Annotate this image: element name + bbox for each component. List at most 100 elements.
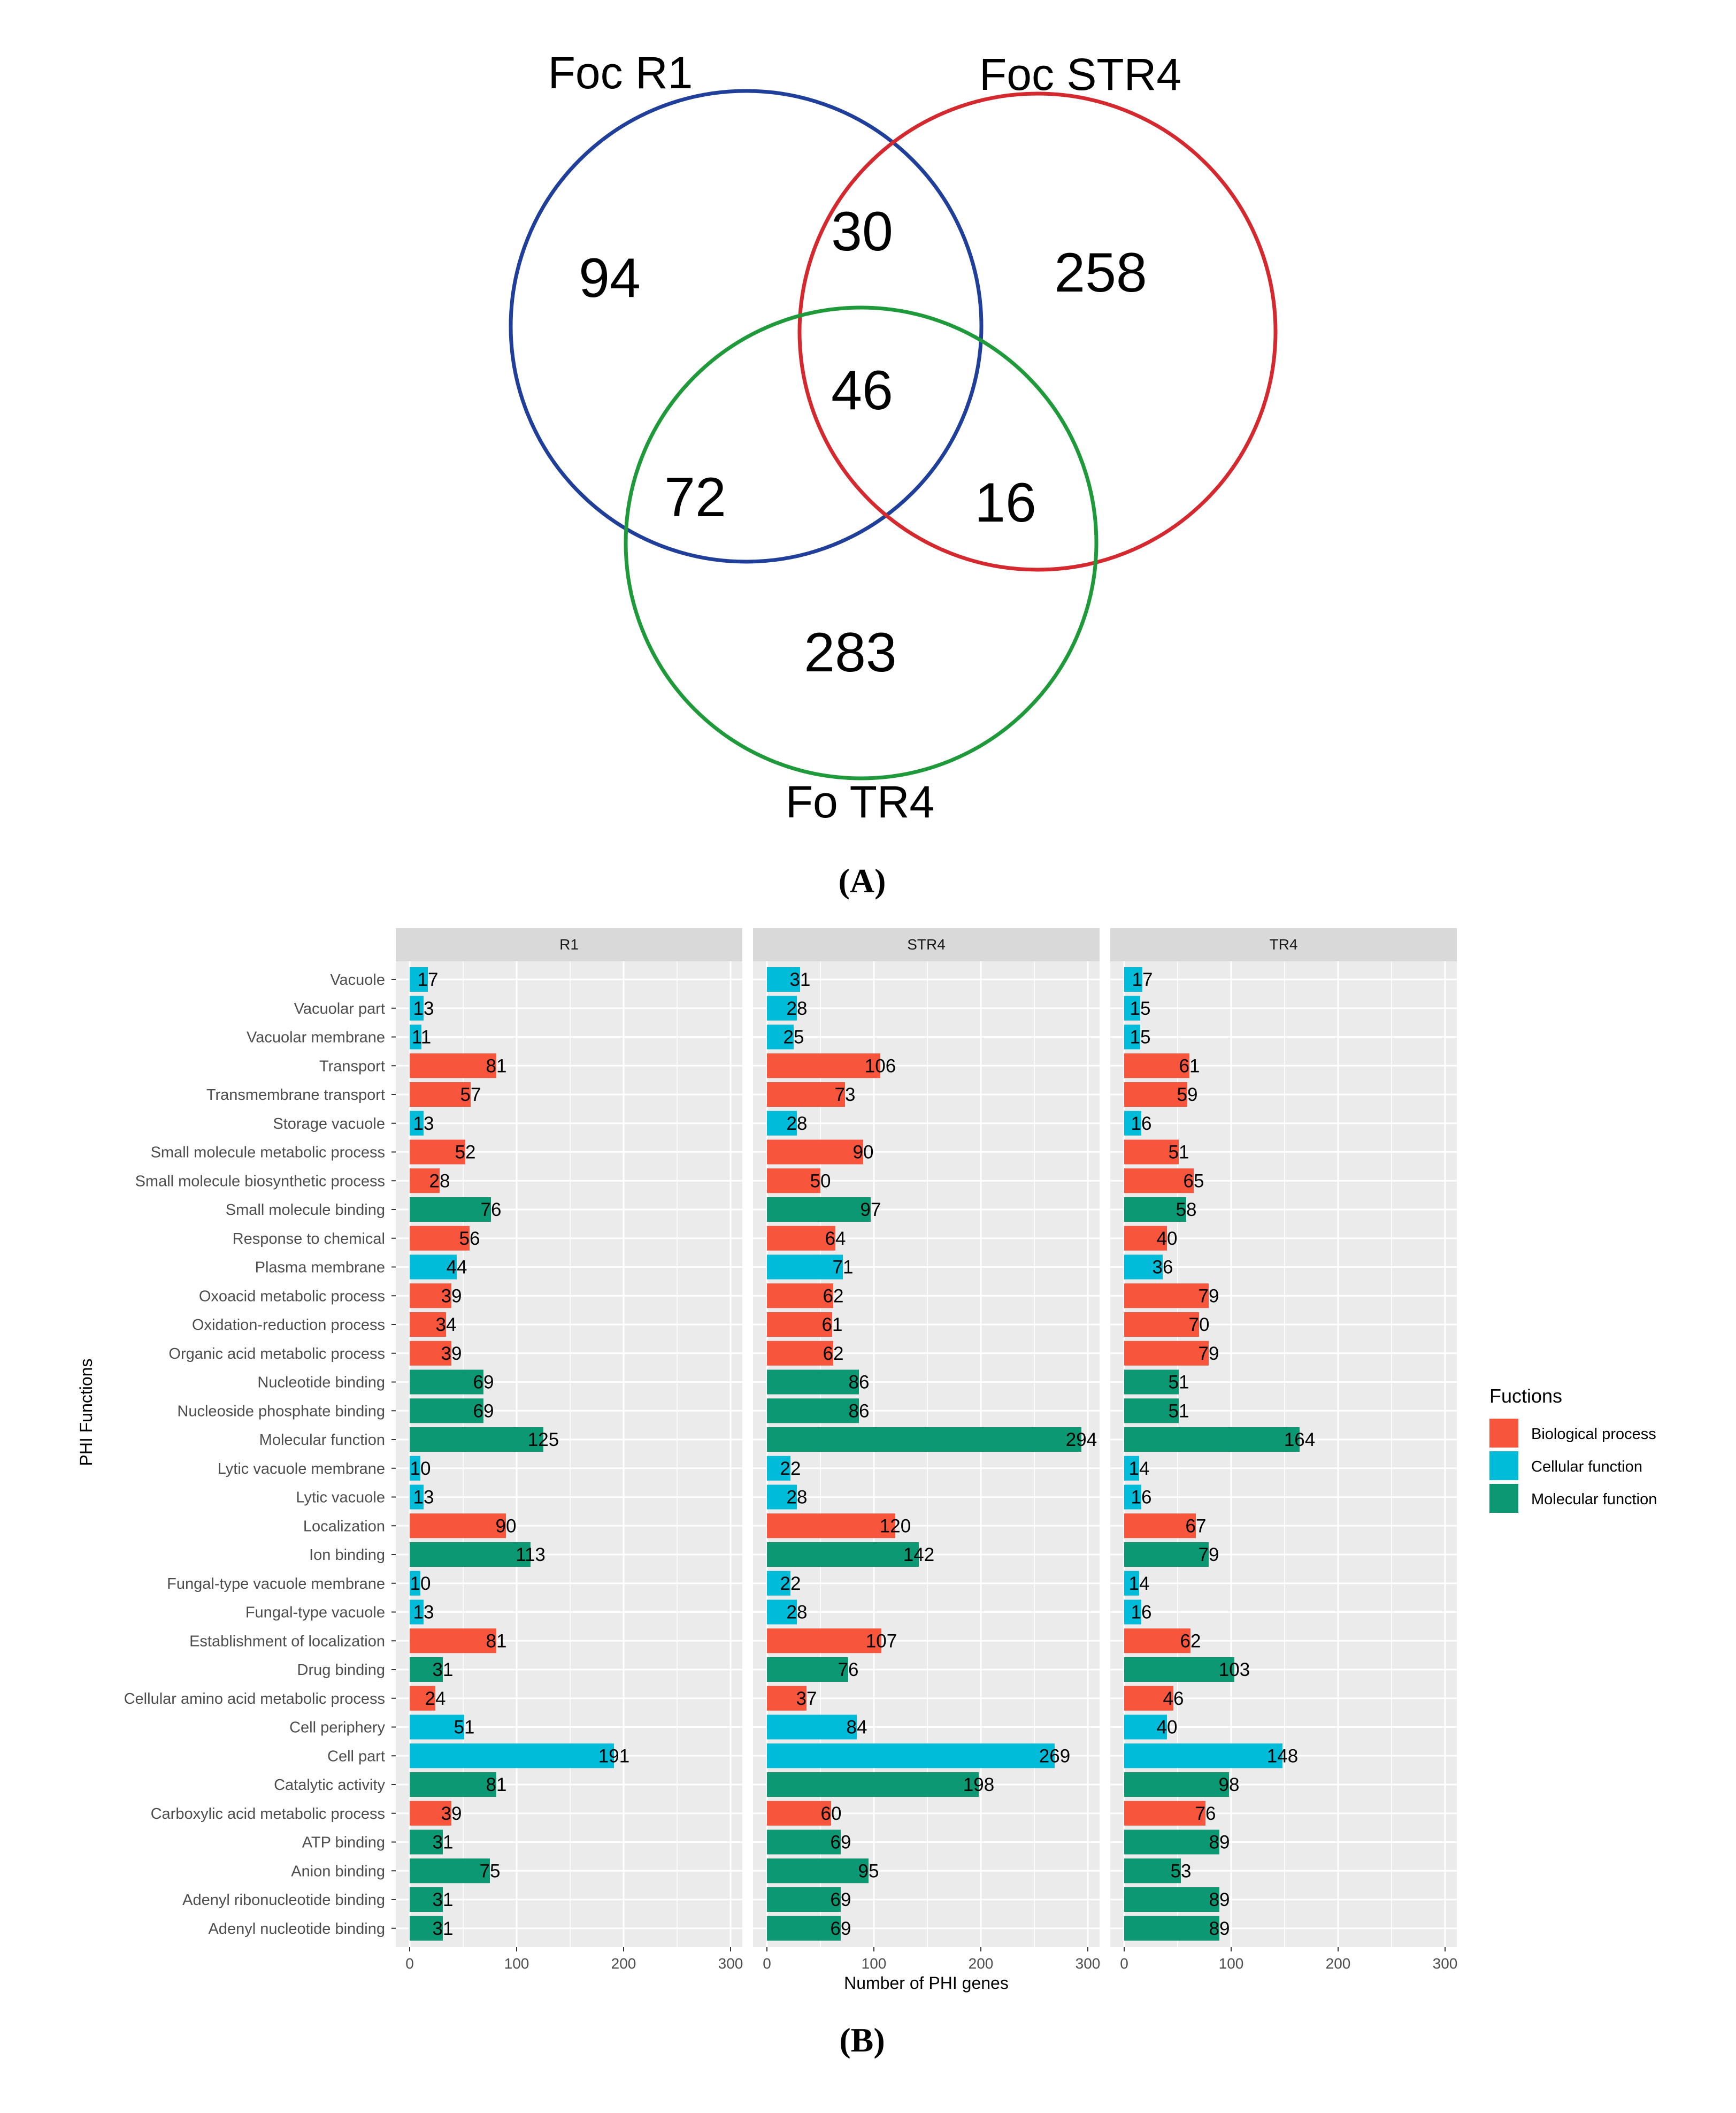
bar bbox=[410, 1024, 421, 1050]
category-label: Vacuolar membrane bbox=[247, 1029, 385, 1046]
category-label: Catalytic activity bbox=[274, 1777, 385, 1794]
bar-value-label: 142 bbox=[903, 1544, 934, 1565]
category-label: Lytic vacuole membrane bbox=[218, 1460, 385, 1477]
category-label: Transport bbox=[319, 1058, 385, 1075]
category-label: Small molecule metabolic process bbox=[151, 1144, 385, 1161]
x-tick-label: 0 bbox=[405, 1955, 414, 1972]
category-label: Plasma membrane bbox=[255, 1259, 385, 1276]
bar-value-label: 44 bbox=[447, 1257, 467, 1278]
bar-value-label: 17 bbox=[1132, 969, 1153, 990]
bar-value-label: 46 bbox=[1163, 1688, 1184, 1709]
x-tick-label: 300 bbox=[1076, 1955, 1101, 1972]
x-tick-label: 100 bbox=[504, 1955, 529, 1972]
category-label: Fungal-type vacuole membrane bbox=[167, 1575, 385, 1593]
bar bbox=[410, 1139, 465, 1165]
x-tick-label: 200 bbox=[1326, 1955, 1351, 1972]
bar-value-label: 10 bbox=[410, 1458, 431, 1479]
bar bbox=[410, 1168, 440, 1193]
bar bbox=[1124, 1772, 1229, 1797]
category-label: Cellular amino acid metabolic process bbox=[124, 1690, 385, 1708]
bar-value-label: 34 bbox=[436, 1314, 457, 1335]
bar-value-label: 51 bbox=[1169, 1142, 1189, 1163]
bar bbox=[1124, 1801, 1205, 1826]
bar-value-label: 75 bbox=[480, 1861, 501, 1881]
category-label: ATP binding bbox=[302, 1834, 385, 1851]
bar-value-label: 76 bbox=[1195, 1803, 1216, 1824]
bar bbox=[1124, 1628, 1190, 1653]
bar bbox=[410, 1341, 451, 1366]
venn-label-str4: Foc STR4 bbox=[979, 49, 1181, 99]
bar bbox=[1124, 1341, 1209, 1366]
bar bbox=[1124, 1513, 1196, 1538]
bar bbox=[410, 1484, 424, 1510]
bar bbox=[1124, 1111, 1141, 1136]
bar-value-label: 31 bbox=[433, 1832, 454, 1853]
bar-value-label: 81 bbox=[486, 1630, 507, 1651]
bar bbox=[767, 1657, 848, 1682]
x-tick-label: 200 bbox=[611, 1955, 636, 1972]
bar-value-label: 25 bbox=[783, 1027, 804, 1048]
bar-value-label: 269 bbox=[1039, 1745, 1070, 1766]
bar bbox=[410, 996, 424, 1021]
bar-value-label: 71 bbox=[833, 1257, 854, 1278]
bar bbox=[1124, 1024, 1140, 1050]
category-label: Ion binding bbox=[309, 1547, 385, 1564]
bar-value-label: 16 bbox=[1131, 1113, 1152, 1134]
bar bbox=[1124, 967, 1142, 992]
category-label: Fungal-type vacuole bbox=[245, 1604, 385, 1621]
bar bbox=[410, 1743, 614, 1769]
bar bbox=[410, 1053, 496, 1078]
category-label: Localization bbox=[303, 1518, 385, 1535]
bar-value-label: 89 bbox=[1209, 1889, 1230, 1910]
bar bbox=[1124, 1312, 1199, 1337]
bar bbox=[410, 1456, 420, 1481]
bar bbox=[1124, 1829, 1219, 1855]
bar-value-label: 58 bbox=[1176, 1199, 1197, 1220]
panel-background bbox=[753, 961, 1100, 1947]
bar bbox=[410, 1111, 424, 1136]
facet-title: R1 bbox=[559, 936, 579, 953]
bar bbox=[767, 1858, 869, 1884]
bar-value-label: 31 bbox=[790, 969, 811, 990]
bar-value-label: 73 bbox=[835, 1084, 856, 1105]
category-label: Storage vacuole bbox=[273, 1115, 385, 1132]
bar bbox=[767, 1139, 863, 1165]
bar bbox=[410, 1714, 464, 1740]
bar bbox=[410, 1254, 457, 1280]
bar-value-label: 76 bbox=[838, 1659, 859, 1680]
bar-value-label: 16 bbox=[1131, 1602, 1152, 1623]
venn-count-r1-str4: 30 bbox=[831, 201, 893, 263]
bar bbox=[1124, 1053, 1189, 1078]
bar-value-label: 98 bbox=[1219, 1774, 1240, 1795]
bar bbox=[767, 1484, 797, 1510]
bar bbox=[1124, 1226, 1167, 1251]
bar bbox=[767, 1887, 841, 1912]
bar-value-label: 40 bbox=[1157, 1228, 1178, 1249]
bar-value-label: 84 bbox=[847, 1717, 867, 1738]
category-label: Nucleotide binding bbox=[257, 1374, 385, 1391]
venn-count-r1-tr4: 72 bbox=[664, 466, 726, 529]
category-label: Establishment of localization bbox=[189, 1633, 385, 1650]
bar bbox=[1124, 1283, 1209, 1308]
bar-value-label: 40 bbox=[1157, 1717, 1178, 1738]
bar-value-label: 79 bbox=[1199, 1544, 1219, 1565]
bar-value-label: 10 bbox=[410, 1573, 431, 1594]
legend-label: Cellular function bbox=[1531, 1458, 1642, 1475]
bar bbox=[767, 1053, 880, 1078]
bar-value-label: 62 bbox=[823, 1285, 844, 1306]
bar bbox=[410, 967, 428, 992]
bar-value-label: 89 bbox=[1209, 1918, 1230, 1939]
bar bbox=[767, 1254, 843, 1280]
venn-circle-r1 bbox=[509, 89, 984, 564]
bar-value-label: 15 bbox=[1130, 1027, 1151, 1048]
bar bbox=[410, 1427, 543, 1452]
category-label: Adenyl nucleotide binding bbox=[208, 1920, 385, 1938]
bar-value-label: 22 bbox=[780, 1458, 801, 1479]
venn-count-str4-tr4: 16 bbox=[974, 472, 1036, 534]
bar bbox=[767, 1686, 806, 1711]
bar bbox=[767, 1341, 833, 1366]
bar-value-label: 69 bbox=[473, 1372, 494, 1393]
bar bbox=[410, 1887, 443, 1912]
category-label: Drug binding bbox=[297, 1662, 385, 1679]
